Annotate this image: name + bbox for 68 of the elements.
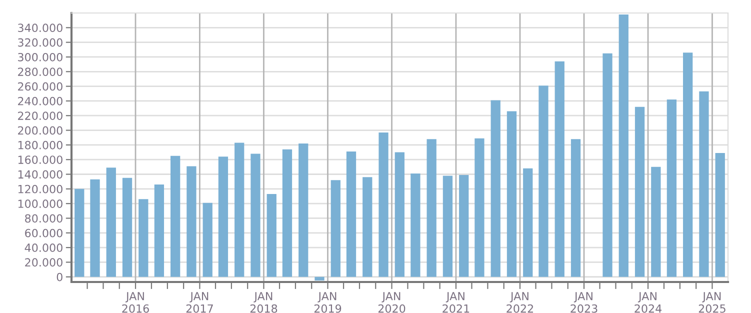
y-tick-label: 20.000 (25, 258, 62, 267)
bar (202, 202, 212, 277)
y-tick-label: 220.000 (18, 112, 62, 120)
bar (362, 177, 372, 277)
y-tick-label: 200.000 (18, 126, 62, 135)
bar (523, 168, 533, 277)
x-tick-label: JAN 2019 (314, 292, 342, 313)
bar (602, 53, 612, 277)
y-tick-label: 340.000 (18, 24, 62, 32)
bar (106, 168, 116, 277)
y-tick-label: 260.000 (18, 82, 62, 91)
x-tick-label: JAN 2020 (378, 292, 406, 313)
bar (186, 166, 196, 277)
bar (459, 174, 469, 277)
bar (394, 152, 404, 277)
x-tick-label: JAN 2016 (122, 292, 149, 313)
x-tick-label: JAN 2022 (506, 292, 534, 313)
bar (314, 276, 324, 281)
bar (699, 91, 709, 277)
bar (266, 194, 276, 277)
y-tick-label: 240.000 (18, 96, 62, 106)
bar (122, 178, 132, 277)
bar (442, 176, 453, 277)
y-tick-label: 40.000 (24, 244, 62, 252)
bar (538, 86, 548, 277)
bar (426, 139, 436, 277)
y-tick-label: 300.000 (18, 52, 62, 62)
bar (282, 149, 292, 277)
x-tick-label: JAN 2024 (634, 292, 662, 313)
bar (683, 52, 693, 277)
bar (74, 188, 84, 277)
bar (218, 156, 228, 277)
bar (154, 184, 164, 277)
x-tick-label: JAN 2021 (442, 292, 470, 313)
x-tick-label: JAN 2025 (698, 292, 726, 313)
x-tick-label: JAN 2018 (250, 292, 278, 313)
bar (570, 139, 581, 277)
y-tick-label: 80.000 (25, 214, 62, 223)
y-tick-label: 280.000 (18, 68, 62, 76)
bar (250, 154, 260, 277)
bar (378, 132, 388, 277)
bar (330, 180, 340, 277)
bar (618, 14, 628, 277)
bar (170, 156, 180, 277)
bar (138, 199, 148, 277)
bar (346, 152, 356, 277)
y-tick-label: 320.000 (18, 38, 62, 47)
x-tick-label: JAN 2023 (570, 292, 598, 313)
y-tick-label: 160.000 (18, 156, 62, 164)
bar (298, 143, 308, 277)
bar (490, 100, 500, 277)
bar (234, 142, 244, 277)
y-tick-label: 140.000 (18, 170, 62, 179)
x-tick-label: JAN 2017 (186, 292, 213, 313)
bar (90, 179, 100, 277)
y-tick-label: 0 (56, 272, 62, 282)
bar (715, 152, 725, 277)
bar (410, 174, 420, 277)
y-tick-label: 180.000 (18, 140, 62, 150)
bar (651, 166, 661, 277)
bar (634, 106, 645, 277)
bar (666, 99, 677, 277)
y-tick-label: 120.000 (18, 184, 62, 194)
bar (474, 138, 484, 277)
y-tick-label: 60.000 (25, 228, 62, 238)
bar (506, 111, 517, 277)
y-tick-label: 100.000 (18, 200, 62, 208)
bar (554, 61, 564, 277)
